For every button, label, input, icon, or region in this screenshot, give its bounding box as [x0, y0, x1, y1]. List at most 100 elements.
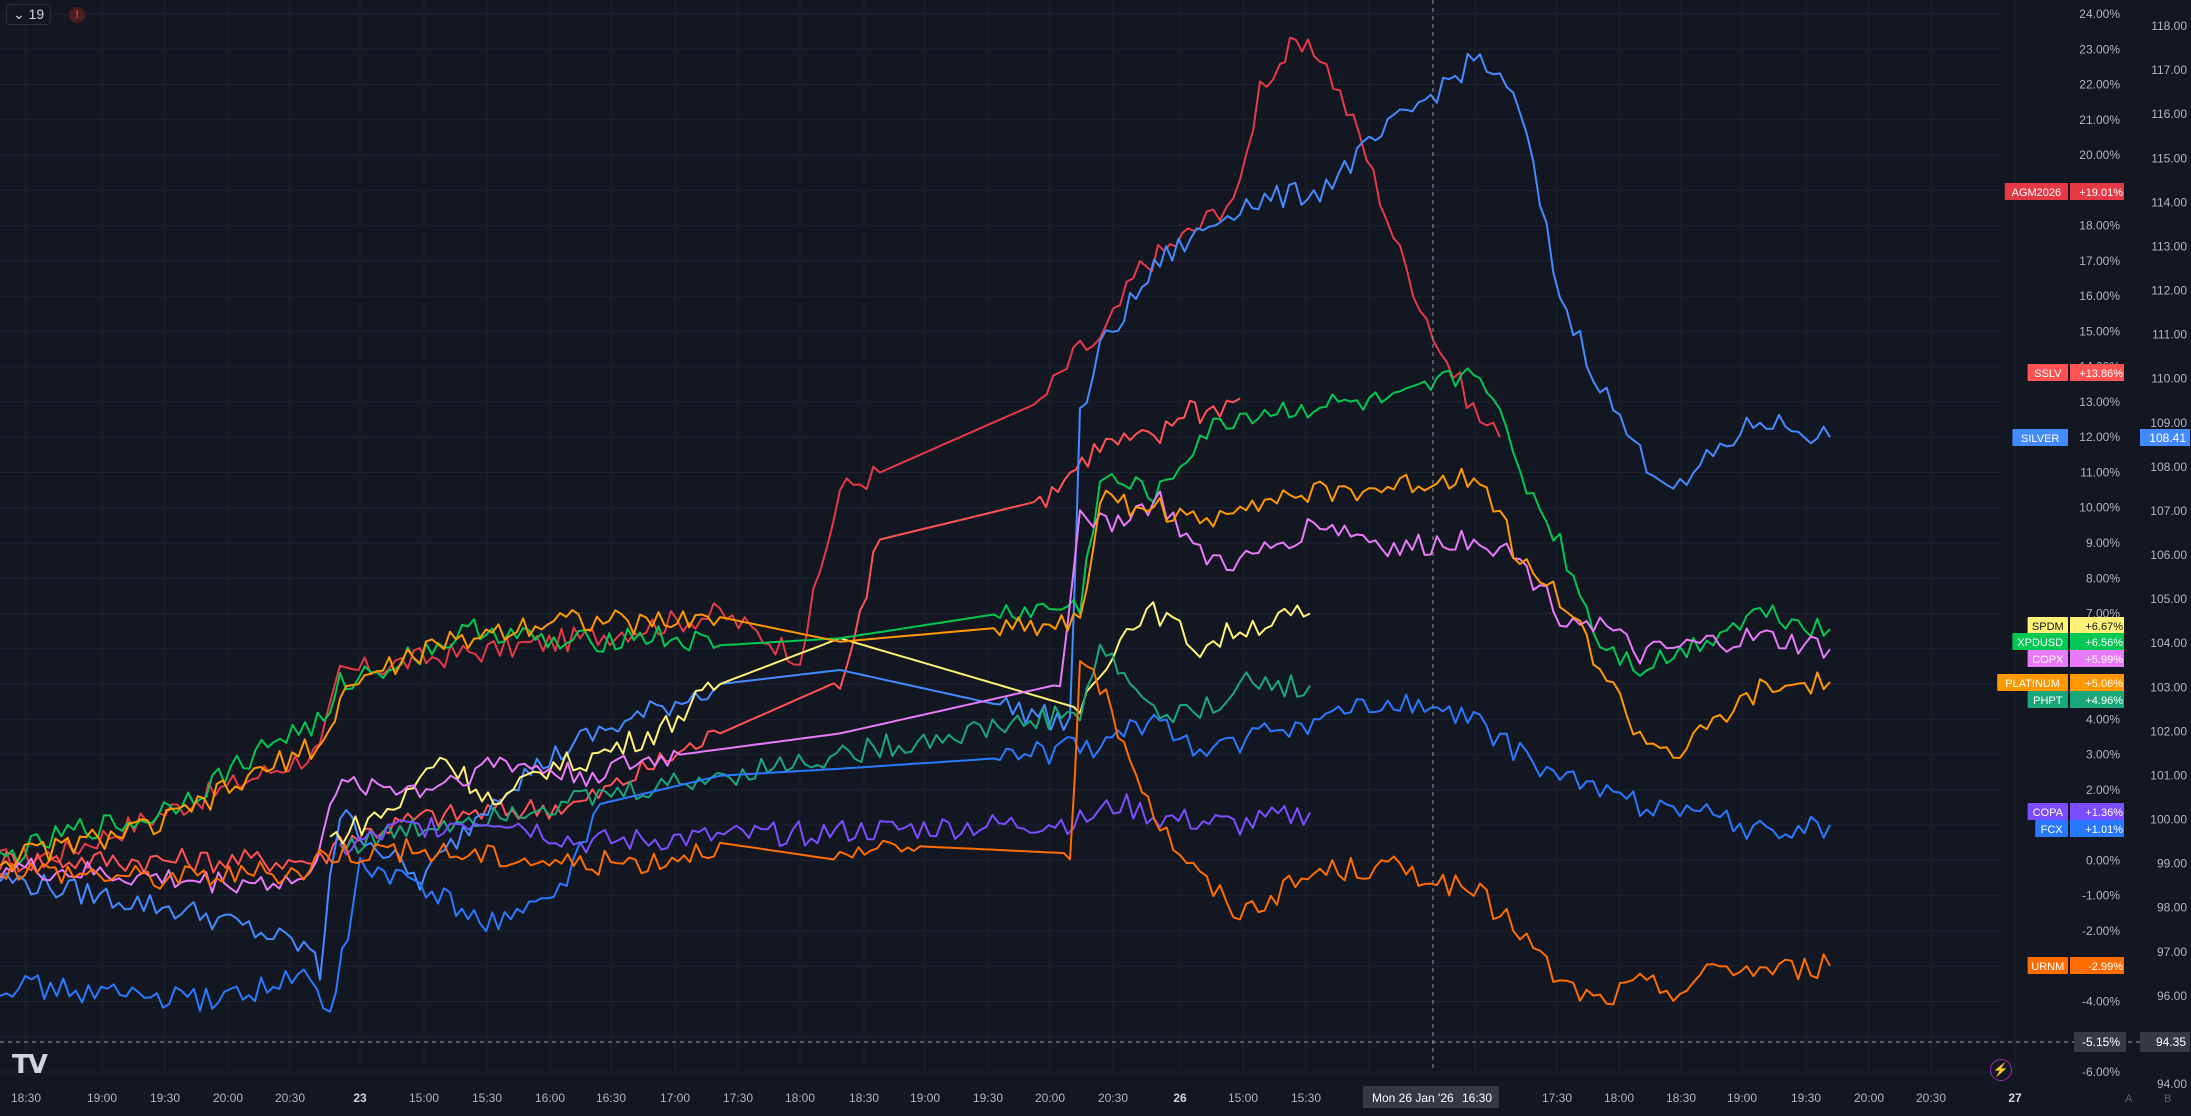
- badge-name-bg: [2027, 803, 2068, 820]
- badge-name-text: AGM2026: [2012, 187, 2062, 199]
- badge-name-bg: [2035, 820, 2068, 837]
- badge-name-text: SILVER: [2021, 433, 2059, 445]
- series-line-xpdusd[interactable]: [0, 367, 1831, 865]
- time-tick-label: 26: [1173, 1091, 1187, 1105]
- percent-tick-label: -2.00%: [2082, 924, 2120, 938]
- price-tick-label: 117.00: [2151, 63, 2187, 77]
- badge-name-text: URNM: [2031, 961, 2064, 973]
- series-line-phpt[interactable]: [339, 643, 1311, 855]
- badge-value-bg: [2070, 691, 2124, 708]
- alert-icon[interactable]: !: [69, 6, 86, 23]
- time-tick-label: 15:30: [1291, 1091, 1321, 1105]
- price-tick-label: 103.00: [2150, 680, 2187, 694]
- percent-tick-label: -1.00%: [2082, 889, 2120, 903]
- corner-letter-a: A: [2125, 1093, 2133, 1105]
- badge-name-text: XPDUSD: [2017, 637, 2063, 649]
- badge-value-bg: [2070, 650, 2124, 667]
- price-tick-label: 98.00: [2157, 901, 2187, 915]
- badge-name-bg: [2027, 691, 2068, 708]
- badge-value-text: +4.96%: [2085, 695, 2123, 707]
- time-tick-label: 15:00: [409, 1091, 439, 1105]
- time-tick-label: 19:00: [1727, 1091, 1757, 1105]
- chart-topbar: ⌄ 19 !: [6, 4, 86, 25]
- badge-silver[interactable]: SILVER 108.41: [2012, 429, 2190, 446]
- percent-tick-label: 10.00%: [2079, 501, 2120, 515]
- badge-name-text: COPA: [2033, 807, 2064, 819]
- price-tick-label: 112.00: [2151, 284, 2187, 298]
- time-tick-label: 15:30: [472, 1091, 502, 1105]
- badge-name-bg: [2012, 429, 2068, 446]
- percent-tick-label: 12.00%: [2079, 430, 2120, 444]
- badge-phpt[interactable]: PHPT +4.96%: [2027, 691, 2124, 708]
- badge-copx[interactable]: COPX +5.99%: [2027, 650, 2124, 667]
- time-tick-label: 20:00: [1854, 1091, 1884, 1105]
- percent-tick-label: 24.00%: [2079, 7, 2120, 21]
- badge-platinum[interactable]: PLATINUM +5.06%: [1997, 674, 2124, 691]
- time-tick-label: 19:00: [910, 1091, 940, 1105]
- price-tick-label: 105.00: [2150, 592, 2187, 606]
- time-tick-label: 18:00: [1604, 1091, 1634, 1105]
- badge-value-bg: [2140, 429, 2190, 446]
- badge-value-text: +5.99%: [2085, 654, 2123, 666]
- time-tick-label: 19:00: [87, 1091, 117, 1105]
- badge-value-bg: [2070, 617, 2124, 634]
- time-tick-label: 18:30: [849, 1091, 879, 1105]
- badge-agm2026[interactable]: AGM2026 +19.01%: [2004, 183, 2124, 200]
- badge-name-bg: [1997, 674, 2068, 691]
- time-tick-label: 19:30: [1791, 1091, 1821, 1105]
- percent-tick-label: 0.00%: [2086, 853, 2120, 867]
- time-tick-label: 16:30: [596, 1091, 626, 1105]
- percent-tick-label: 4.00%: [2086, 712, 2120, 726]
- badge-name-bg: [2027, 957, 2068, 974]
- series-line-silver[interactable]: [0, 52, 1831, 981]
- price-tick-label: 101.00: [2150, 768, 2187, 782]
- badge-copa[interactable]: COPA +1.36%: [2027, 803, 2124, 820]
- time-tick-label: 16:00: [535, 1091, 565, 1105]
- badge-value-bg: [2070, 820, 2124, 837]
- tradingview-logo-icon[interactable]: TV: [12, 1050, 48, 1080]
- price-tick-label: 99.00: [2157, 857, 2187, 871]
- crosshair: [0, 0, 2180, 1072]
- percent-tick-label: 21.00%: [2079, 113, 2120, 127]
- price-tick-label: 94.00: [2157, 1077, 2187, 1091]
- interval-button[interactable]: ⌄ 19: [6, 4, 52, 25]
- crosshair-percent-label: -5.15%: [2074, 1032, 2126, 1053]
- badge-spdm[interactable]: SPDM +6.67%: [2027, 617, 2124, 634]
- crosshair-date-text: Mon 26 Jan '26: [1372, 1091, 1454, 1105]
- series-line-sslv[interactable]: [0, 397, 1241, 874]
- series-line-copx[interactable]: [0, 490, 1831, 894]
- series-line-urnm[interactable]: [0, 660, 1831, 1006]
- percent-tick-label: 20.00%: [2079, 148, 2120, 162]
- series-line-fcx[interactable]: [0, 693, 1831, 1013]
- badge-value-bg: [2070, 674, 2124, 691]
- percent-tick-label: 11.00%: [2080, 465, 2120, 479]
- time-tick-label: 23: [353, 1091, 367, 1105]
- badge-value-text: +13.86%: [2079, 368, 2123, 380]
- time-tick-label: 18:30: [11, 1091, 41, 1105]
- price-tick-label: 113.00: [2151, 239, 2187, 253]
- series-line-spdm[interactable]: [329, 601, 1311, 845]
- series-line-platinum[interactable]: [0, 467, 1831, 871]
- price-tick-label: 104.00: [2150, 636, 2187, 650]
- time-tick-label: 18:00: [785, 1091, 815, 1105]
- price-tick-label: 116.00: [2151, 107, 2187, 121]
- percent-tick-label: 13.00%: [2079, 395, 2120, 409]
- lightning-icon[interactable]: ⚡: [1990, 1059, 2012, 1081]
- time-tick-label: 15:00: [1228, 1091, 1258, 1105]
- badge-value-text: +6.56%: [2085, 637, 2123, 649]
- chart-grid: [0, 13, 2000, 1073]
- series-badges: AGM2026 +19.01% SSLV +13.86% SILVER 108.41 SPD…: [1997, 183, 2190, 974]
- badge-name-text: COPX: [2032, 654, 2064, 666]
- badge-fcx[interactable]: FCX +1.01%: [2035, 820, 2124, 837]
- series-line-copa[interactable]: [339, 793, 1311, 856]
- percent-tick-label: 17.00%: [2079, 254, 2120, 268]
- badge-sslv[interactable]: SSLV +13.86%: [2027, 364, 2124, 381]
- badge-value-text: +6.67%: [2085, 621, 2123, 633]
- badge-xpdusd[interactable]: XPDUSD +6.56%: [2012, 633, 2124, 650]
- crosshair-time-text: 16:30: [1462, 1091, 1492, 1105]
- badge-urnm[interactable]: URNM -2.99%: [2027, 957, 2124, 974]
- corner-letter-b: B: [2164, 1093, 2172, 1105]
- badge-value-bg: [2070, 364, 2124, 381]
- percent-tick-label: 22.00%: [2079, 78, 2120, 92]
